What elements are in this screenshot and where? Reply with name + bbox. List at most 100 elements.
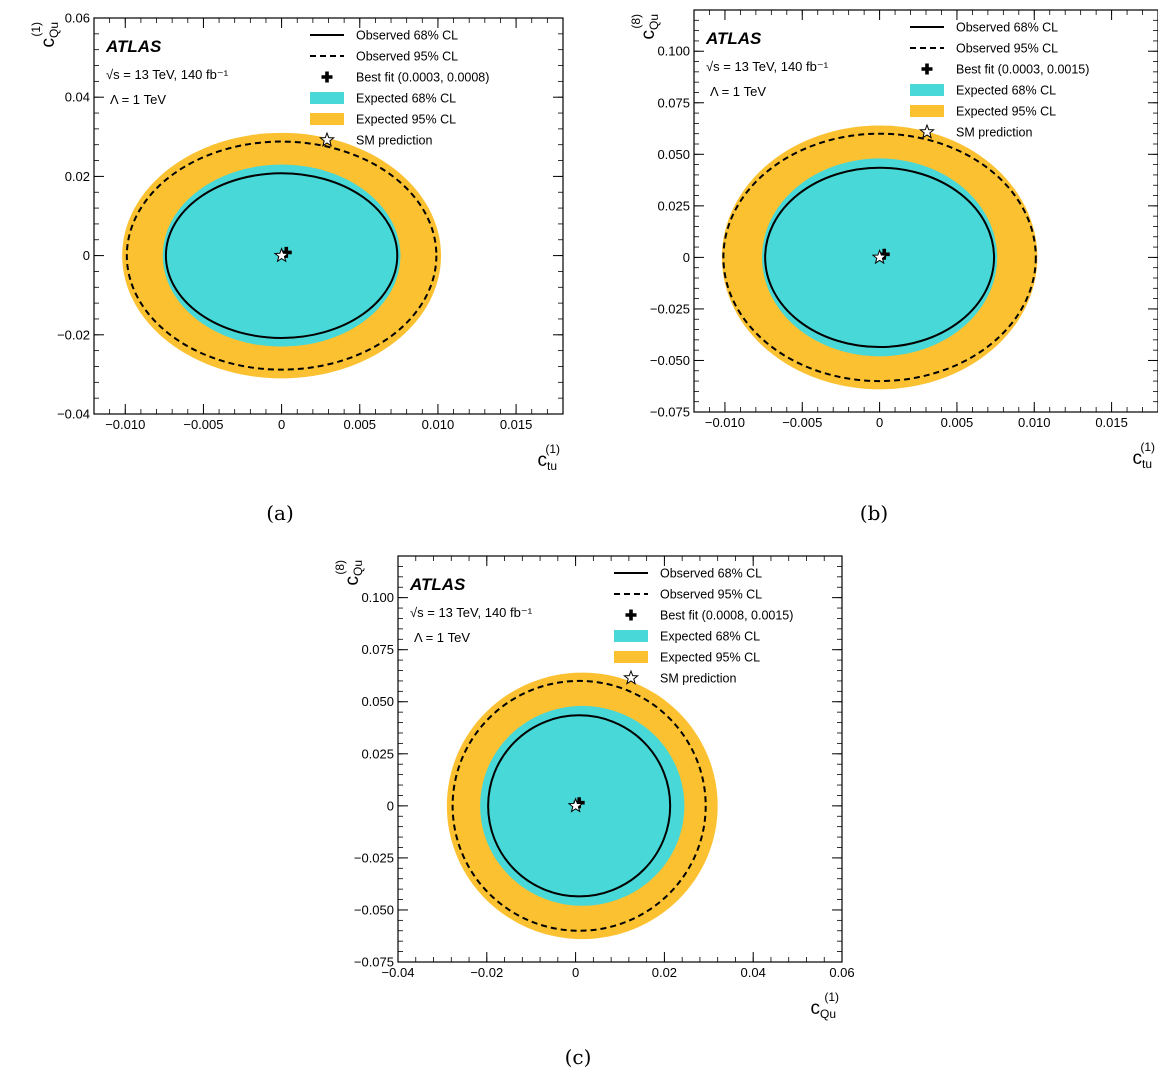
x-tick-label: −0.04 (382, 965, 415, 980)
legend-expected-68-swatch (614, 630, 648, 642)
x-axis-label-sub: tu (1142, 457, 1152, 471)
y-tick-label: −0.02 (57, 327, 90, 342)
legend-entry-label: SM prediction (660, 672, 736, 686)
legend-best-fit-swatch (921, 63, 933, 75)
legend-sm-swatch (318, 131, 336, 147)
y-axis-label-base: c (638, 30, 659, 40)
legend-entry-label: Observed 68% CL (956, 21, 1058, 35)
y-axis-label: cQu(8) (333, 560, 365, 586)
x-tick-label: −0.02 (470, 965, 503, 980)
lambda-label: Λ = 1 TeV (110, 92, 166, 107)
observed-68-contour (764, 166, 996, 349)
x-tick-label: −0.010 (705, 415, 745, 430)
x-axis-label-base: c (537, 450, 547, 471)
y-tick-label: −0.050 (354, 902, 394, 917)
x-tick-label: 0.015 (1095, 415, 1128, 430)
legend-entry-label: Expected 68% CL (956, 84, 1056, 98)
legend-expected-95-swatch (910, 105, 944, 117)
x-axis-label: ctu (1132, 448, 1152, 471)
legend-entry-label: Observed 68% CL (660, 567, 762, 581)
x-tick-label: 0 (278, 417, 285, 432)
y-axis-label-text: cQu (342, 560, 365, 586)
y-tick-label: −0.050 (650, 353, 690, 368)
energy-label: √s = 13 TeV, 140 fb⁻¹ (106, 67, 229, 82)
chart-panel-c: −0.04 −0.02 0 0.02 0.04 0.06 −0.075 −0.050 −0.02… (333, 555, 855, 1021)
legend-entry-label: Best fit (0.0008, 0.0015) (660, 609, 793, 623)
x-tick-label: 0.02 (652, 965, 677, 980)
y-tick-label: −0.075 (650, 405, 690, 420)
y-tick-label: 0.04 (65, 90, 90, 105)
observed-95-contour (722, 132, 1037, 383)
x-tick-label: 0.005 (343, 417, 376, 432)
legend-entry-label: Expected 95% CL (660, 651, 760, 665)
x-axis-label: ctu (537, 450, 557, 473)
legend-entry-label: SM prediction (956, 126, 1032, 140)
atlas-label: ATLAS (705, 29, 762, 48)
best-fit-marker (878, 248, 890, 260)
x-tick-label: −0.010 (105, 417, 145, 432)
legend-entry-label: SM prediction (356, 134, 432, 148)
legend-entry-label: Best fit (0.0003, 0.0015) (956, 63, 1089, 77)
energy-label: √s = 13 TeV, 140 fb⁻¹ (706, 59, 829, 74)
x-axis-label-sup: (1) (1140, 440, 1155, 454)
y-tick-label: 0.025 (361, 746, 394, 761)
x-axis-label-sup: (1) (545, 442, 560, 456)
chart-panel-b: −0.010 −0.005 0 0.005 0.010 0.015 −0.075 −0.050… (629, 9, 1158, 471)
best-fit-marker (280, 246, 292, 258)
legend-sm-swatch (622, 669, 640, 685)
legend-entry-label: Observed 95% CL (660, 588, 762, 602)
atlas-label: ATLAS (409, 575, 466, 594)
legend-best-fit-swatch (625, 609, 637, 621)
x-tick-label: −0.005 (782, 415, 822, 430)
energy-label: √s = 13 TeV, 140 fb⁻¹ (410, 605, 533, 620)
y-tick-label: 0.050 (657, 147, 690, 162)
y-tick-label: 0 (387, 798, 394, 813)
legend-expected-95-swatch (614, 651, 648, 663)
y-tick-label: 0 (83, 248, 90, 263)
y-axis-label-base: c (342, 576, 363, 586)
legend-entry-label: Expected 68% CL (660, 630, 760, 644)
x-axis-label: cQu (810, 998, 836, 1021)
sm-prediction-star (871, 248, 888, 265)
y-axis-label-sup: (1) (29, 22, 43, 37)
legend-expected-95-swatch (310, 113, 344, 125)
observed-95-contour (125, 140, 438, 371)
y-axis-label-text: cQu (38, 22, 61, 48)
y-tick-label: 0.100 (657, 44, 690, 59)
x-axis-label-sub: Qu (820, 1007, 836, 1021)
y-axis-label: cQu(8) (629, 14, 661, 40)
panel-caption: (a) (266, 501, 294, 525)
x-axis-label-sup: (1) (824, 990, 839, 1004)
x-axis-label-base: c (810, 998, 820, 1019)
y-tick-label: −0.025 (354, 850, 394, 865)
y-tick-label: 0.100 (361, 590, 394, 605)
y-tick-label: −0.075 (354, 955, 394, 970)
chart-panel-a: −0.010 −0.005 0 0.005 0.010 0.015 −0.04 −0.02 0 0… (29, 11, 564, 473)
y-tick-label: 0 (683, 250, 690, 265)
x-axis-label-sub: tu (547, 459, 557, 473)
observed-95-contour (451, 679, 707, 932)
y-tick-label: 0.075 (361, 642, 394, 657)
y-axis-label-sub: Qu (47, 22, 61, 38)
legend-entry-label: Observed 95% CL (956, 42, 1058, 56)
atlas-label: ATLAS (105, 37, 162, 56)
x-tick-label: 0.06 (829, 965, 854, 980)
x-tick-label: 0.015 (500, 417, 533, 432)
x-tick-label: −0.005 (183, 417, 223, 432)
legend-sm-swatch (918, 123, 936, 139)
panel-caption: (b) (860, 501, 888, 525)
x-axis-label-base: c (1132, 448, 1142, 469)
x-tick-label: 0 (876, 415, 883, 430)
legend-entry-label: Expected 95% CL (356, 113, 456, 127)
y-axis-label-base: c (38, 38, 59, 48)
y-tick-label: 0.050 (361, 694, 394, 709)
legend-entry-label: Expected 95% CL (956, 105, 1056, 119)
panel-caption: (c) (565, 1045, 592, 1069)
plot-frame (397, 555, 843, 963)
lambda-label: Λ = 1 TeV (710, 84, 766, 99)
y-tick-label: −0.025 (650, 301, 690, 316)
x-tick-label: 0.04 (741, 965, 766, 980)
y-axis-label-sup: (8) (629, 14, 643, 29)
legend-expected-68-swatch (310, 92, 344, 104)
